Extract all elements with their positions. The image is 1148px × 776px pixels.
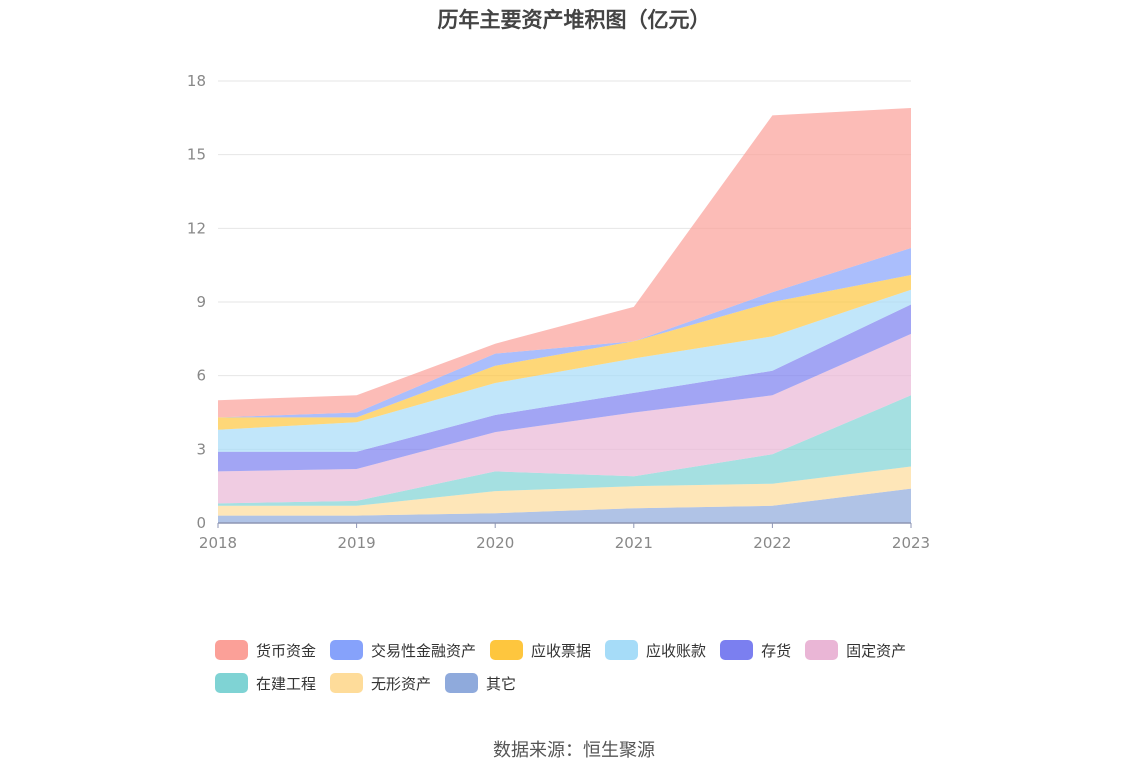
area-series bbox=[218, 108, 911, 523]
x-tick-label: 2021 bbox=[615, 534, 653, 552]
area-series-8 bbox=[218, 108, 911, 418]
x-tick-label: 2019 bbox=[338, 534, 376, 552]
area-series-6 bbox=[218, 275, 911, 430]
legend-swatch bbox=[215, 673, 248, 693]
legend-item[interactable]: 固定资产 bbox=[805, 639, 906, 661]
x-tick-label: 2022 bbox=[753, 534, 791, 552]
legend-item[interactable]: 在建工程 bbox=[215, 672, 316, 694]
y-tick-label: 9 bbox=[196, 293, 206, 311]
legend-item[interactable]: 应收票据 bbox=[490, 639, 591, 661]
axes: 0 3 6 9 12 15 18 2018 2019 2020 2021 2022 2023 bbox=[187, 72, 930, 552]
area-series-4 bbox=[218, 304, 911, 472]
legend-swatch bbox=[330, 673, 364, 693]
legend-item[interactable]: 交易性金融资产 bbox=[330, 639, 476, 661]
y-tick-label: 0 bbox=[196, 514, 206, 532]
legend-swatch bbox=[605, 640, 639, 660]
legend-item[interactable]: 应收账款 bbox=[605, 639, 706, 661]
legend-swatch bbox=[805, 640, 839, 660]
legend-swatch bbox=[445, 673, 479, 693]
legend-swatch bbox=[215, 640, 248, 660]
legend: 货币资金 交易性金融资产 应收票据 应收账款 存货 固定资产在建工程 无形资产 其它 bbox=[215, 639, 975, 694]
x-tick-label: 2023 bbox=[892, 534, 930, 552]
area-series-3 bbox=[218, 333, 911, 504]
y-tick-label: 12 bbox=[187, 219, 206, 237]
legend-label: 应收票据 bbox=[531, 641, 592, 660]
y-tick-label: 15 bbox=[187, 146, 206, 164]
legend-label: 货币资金 bbox=[256, 641, 317, 660]
legend-label: 无形资产 bbox=[371, 674, 432, 693]
chart-title: 历年主要资产堆积图（亿元） bbox=[437, 8, 711, 32]
area-series-1 bbox=[218, 466, 911, 516]
area-series-0 bbox=[218, 488, 911, 523]
x-tick-label: 2020 bbox=[476, 534, 514, 552]
legend-label: 其它 bbox=[486, 674, 517, 693]
legend-item[interactable]: 货币资金 bbox=[215, 639, 316, 661]
legend-swatch bbox=[720, 640, 754, 660]
legend-item[interactable]: 其它 bbox=[445, 672, 516, 694]
legend-swatch bbox=[490, 640, 524, 660]
legend-swatch bbox=[330, 640, 364, 660]
legend-label: 交易性金融资产 bbox=[371, 641, 477, 660]
x-tick-label: 2018 bbox=[199, 534, 237, 552]
area-series-2 bbox=[218, 395, 911, 506]
y-tick-label: 18 bbox=[187, 72, 206, 90]
legend-label: 存货 bbox=[761, 641, 792, 660]
legend-label: 固定资产 bbox=[846, 641, 907, 660]
data-source: 数据来源：恒生聚源 bbox=[493, 740, 655, 761]
legend-label: 应收账款 bbox=[646, 641, 707, 660]
legend-label: 在建工程 bbox=[256, 674, 317, 693]
legend-item[interactable]: 无形资产 bbox=[330, 672, 431, 694]
y-tick-label: 6 bbox=[196, 367, 206, 385]
legend-item[interactable]: 存货 bbox=[720, 639, 791, 661]
y-tick-label: 3 bbox=[196, 440, 206, 458]
